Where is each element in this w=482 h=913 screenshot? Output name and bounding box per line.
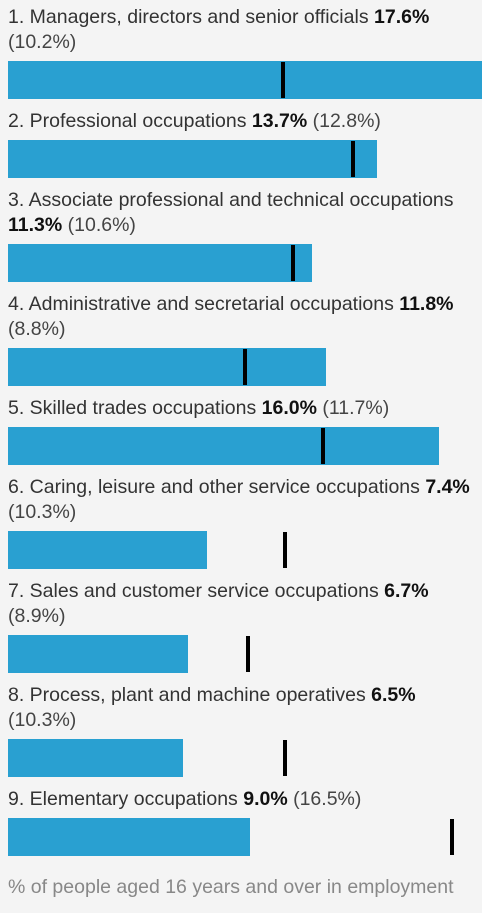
comparison-marker — [243, 349, 247, 385]
comparison-marker — [283, 532, 288, 568]
bar-track — [8, 739, 482, 777]
category-label: 9. Elementary occupations — [8, 788, 238, 810]
row-label: 4. Administrative and secretarial occupa… — [8, 292, 482, 342]
category-label: 3. Associate professional and technical … — [8, 189, 454, 211]
bar — [8, 244, 313, 282]
comparison-label: (10.6%) — [67, 214, 136, 236]
comparison-marker — [245, 636, 250, 672]
comparison-marker — [280, 62, 285, 98]
value-label: 17.6% — [374, 6, 430, 28]
row-label: 2. Professional occupations 13.7% (12.8%… — [8, 109, 482, 134]
bar-track — [8, 244, 482, 282]
bar — [8, 140, 377, 178]
bar-track — [8, 531, 482, 569]
comparison-label: (12.8%) — [312, 110, 381, 132]
chart-row: 8. Process, plant and machine operatives… — [0, 678, 482, 777]
footnote: % of people aged 16 years and over in em… — [8, 876, 454, 898]
chart-row: 4. Administrative and secretarial occupa… — [0, 287, 482, 386]
comparison-label: (8.8%) — [8, 318, 66, 340]
comparison-label: (10.3%) — [8, 501, 77, 523]
value-label: 7.4% — [425, 476, 470, 498]
chart-row: 7. Sales and customer service occupation… — [0, 574, 482, 673]
comparison-marker — [321, 428, 326, 464]
chart-row: 5. Skilled trades occupations 16.0% (11.… — [0, 391, 482, 465]
row-label: 6. Caring, leisure and other service occ… — [8, 475, 482, 525]
value-label: 6.7% — [384, 580, 429, 602]
comparison-marker — [283, 740, 288, 776]
bar-track — [8, 61, 482, 99]
row-label: 3. Associate professional and technical … — [8, 188, 482, 238]
comparison-label: (16.5%) — [293, 788, 362, 810]
row-label: 1. Managers, directors and senior offici… — [8, 5, 482, 55]
bar — [8, 531, 208, 569]
bar-track — [8, 140, 482, 178]
comparison-marker — [350, 141, 355, 177]
value-label: 16.0% — [261, 397, 317, 419]
category-label: 5. Skilled trades occupations — [8, 397, 257, 419]
row-label: 7. Sales and customer service occupation… — [8, 579, 482, 629]
value-label: 13.7% — [251, 110, 308, 132]
chart-row: 3. Associate professional and technical … — [0, 183, 482, 282]
category-label: 7. Sales and customer service occupation… — [8, 580, 379, 602]
bar — [8, 635, 189, 673]
value-label: 11.3% — [8, 214, 63, 236]
category-label: 6. Caring, leisure and other service occ… — [8, 476, 420, 498]
comparison-label: (10.2%) — [8, 31, 77, 53]
bar-track — [8, 427, 482, 465]
value-label: 6.5% — [371, 684, 416, 706]
row-label: 8. Process, plant and machine operatives… — [8, 683, 482, 733]
comparison-label: (10.3%) — [8, 709, 77, 731]
chart-row: 9. Elementary occupations 9.0% (16.5%) — [0, 782, 482, 856]
bar — [8, 739, 184, 777]
category-label: 8. Process, plant and machine operatives — [8, 684, 366, 706]
bar — [8, 61, 482, 99]
bar — [8, 348, 326, 386]
chart-row: 1. Managers, directors and senior offici… — [0, 0, 482, 99]
chart-row: 2. Professional occupations 13.7% (12.8%… — [0, 104, 482, 178]
row-label: 9. Elementary occupations 9.0% (16.5%) — [8, 787, 482, 812]
category-label: 1. Managers, directors and senior offici… — [8, 6, 369, 28]
bar — [8, 818, 251, 856]
row-label: 5. Skilled trades occupations 16.0% (11.… — [8, 396, 482, 421]
value-label: 11.8% — [399, 293, 454, 315]
bar-track — [8, 348, 482, 386]
category-label: 2. Professional occupations — [8, 110, 247, 132]
bar-track — [8, 635, 482, 673]
chart: 1. Managers, directors and senior offici… — [0, 0, 482, 856]
value-label: 9.0% — [243, 788, 288, 810]
bar-track — [8, 818, 482, 856]
bar — [8, 427, 439, 465]
category-label: 4. Administrative and secretarial occupa… — [8, 293, 394, 315]
comparison-marker — [450, 819, 455, 855]
comparison-label: (8.9%) — [8, 605, 66, 627]
comparison-marker — [291, 245, 296, 281]
chart-row: 6. Caring, leisure and other service occ… — [0, 470, 482, 569]
comparison-label: (11.7%) — [322, 397, 390, 419]
